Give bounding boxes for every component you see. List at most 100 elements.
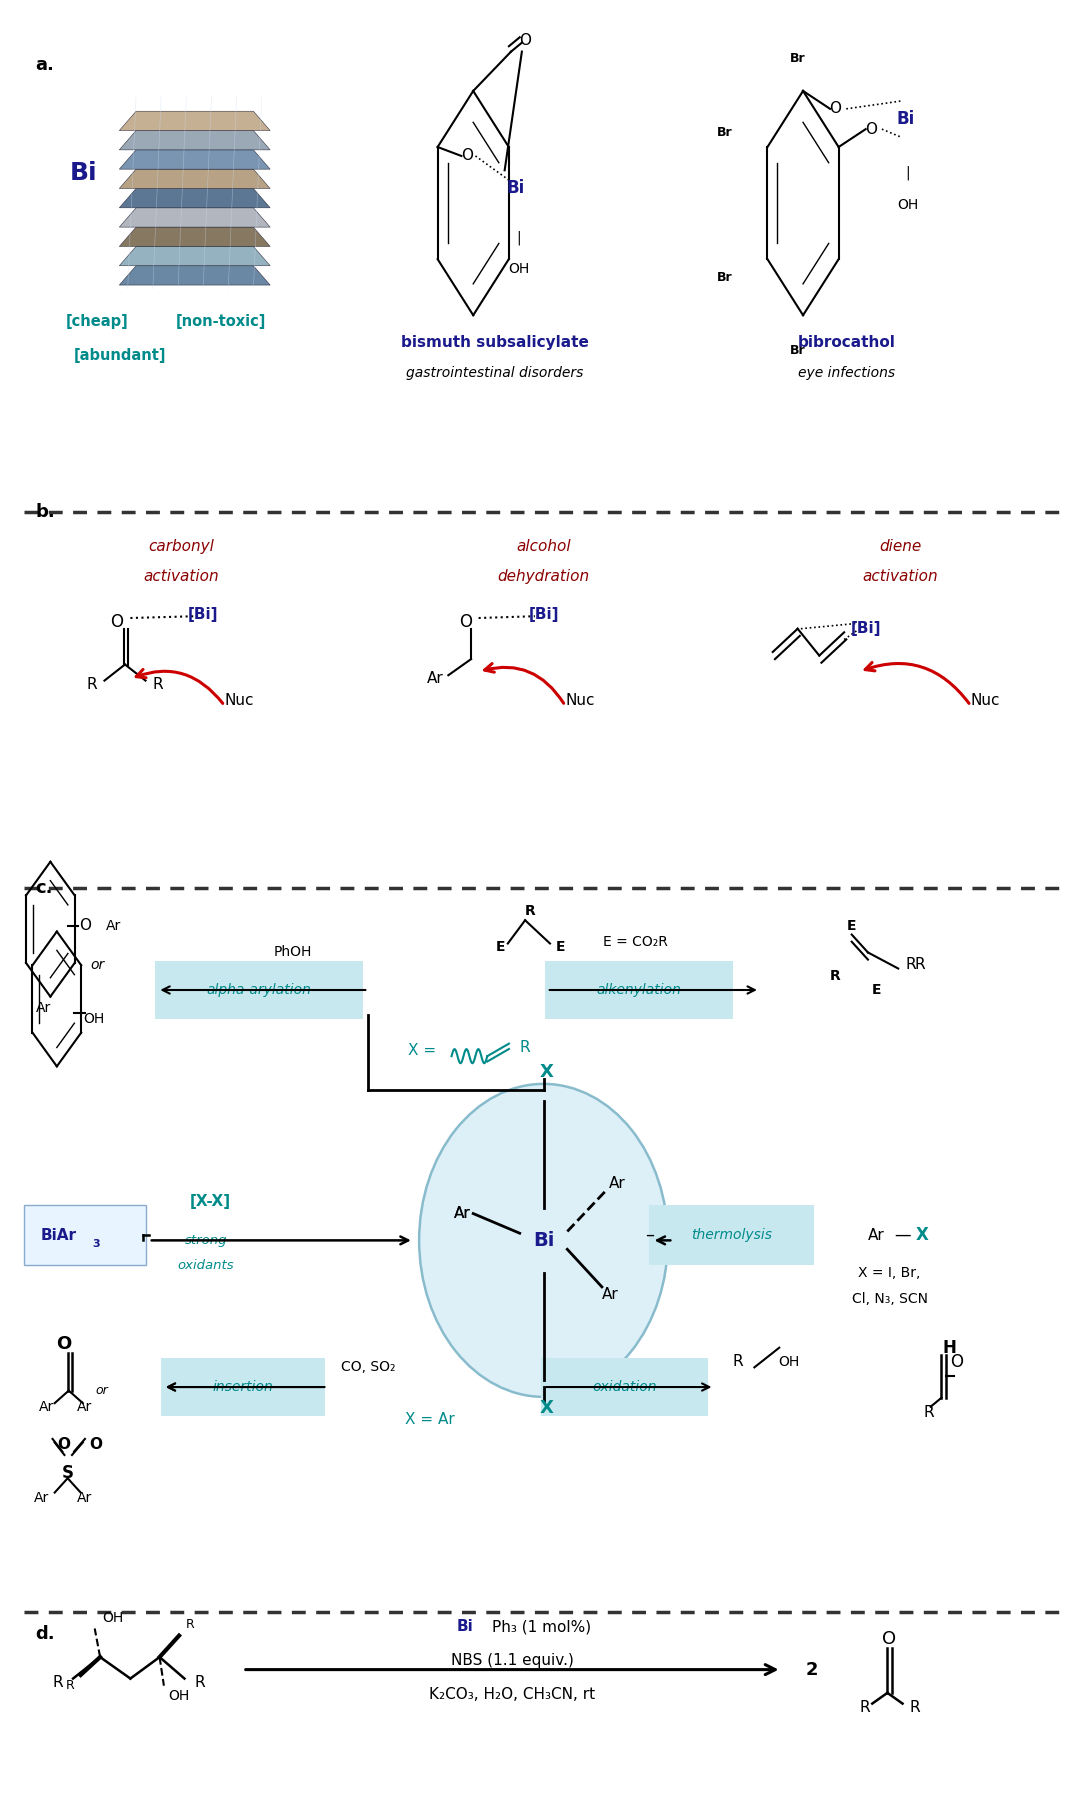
Text: CO, SO₂: CO, SO₂: [341, 1360, 396, 1374]
Text: K₂CO₃, H₂O, CH₃CN, rt: K₂CO₃, H₂O, CH₃CN, rt: [429, 1686, 596, 1703]
Text: diene: diene: [879, 538, 922, 554]
Text: Bi: Bi: [457, 1620, 474, 1634]
FancyBboxPatch shape: [545, 962, 733, 1019]
Text: bismuth subsalicylate: bismuth subsalicylate: [401, 335, 589, 350]
FancyBboxPatch shape: [155, 962, 363, 1019]
Text: Ar: Ar: [454, 1206, 471, 1222]
Text: thermolysis: thermolysis: [691, 1229, 772, 1241]
Text: Ar: Ar: [609, 1175, 625, 1191]
Text: O: O: [79, 919, 91, 933]
Text: R: R: [905, 958, 916, 972]
Text: O: O: [461, 149, 473, 163]
Text: oxidation: oxidation: [592, 1380, 657, 1394]
Text: Bi: Bi: [533, 1231, 554, 1250]
Text: –: –: [645, 1225, 654, 1243]
Text: carbonyl: carbonyl: [148, 538, 214, 554]
Text: [Bi]: [Bi]: [850, 621, 882, 637]
Text: OH: OH: [168, 1690, 189, 1704]
Text: d.: d.: [35, 1625, 54, 1643]
Text: Ar: Ar: [105, 919, 121, 933]
Text: OH: OH: [898, 197, 919, 212]
Text: 3: 3: [92, 1240, 100, 1249]
Text: insertion: insertion: [212, 1380, 273, 1394]
Text: a.: a.: [35, 56, 54, 74]
Text: [non-toxic]: [non-toxic]: [176, 314, 266, 328]
Text: H: H: [942, 1338, 955, 1356]
Text: PhOH: PhOH: [274, 945, 312, 960]
Text: 2: 2: [805, 1661, 817, 1679]
Text: bibrocathol: bibrocathol: [798, 335, 896, 350]
Text: BiAr: BiAr: [41, 1227, 77, 1243]
Text: E: E: [847, 919, 857, 933]
Text: E: E: [557, 940, 565, 954]
Text: eye infections: eye infections: [798, 366, 895, 380]
FancyBboxPatch shape: [541, 1358, 708, 1415]
Text: dehydration: dehydration: [498, 569, 589, 585]
Text: E: E: [496, 940, 505, 954]
Text: OH: OH: [102, 1611, 124, 1625]
Text: Ar: Ar: [869, 1227, 885, 1243]
Text: E = CO₂R: E = CO₂R: [603, 935, 667, 949]
Text: Bi: Bi: [70, 161, 98, 185]
FancyBboxPatch shape: [161, 1358, 325, 1415]
Text: O: O: [829, 100, 841, 117]
Text: R: R: [52, 1674, 63, 1690]
Text: R: R: [923, 1405, 934, 1419]
Text: [cheap]: [cheap]: [65, 314, 128, 328]
Text: R: R: [914, 958, 925, 972]
Text: NBS (1.1 equiv.): NBS (1.1 equiv.): [451, 1652, 574, 1668]
Text: O: O: [865, 122, 877, 136]
Text: [Bi]: [Bi]: [528, 606, 559, 623]
Text: X: X: [540, 1064, 553, 1082]
Text: alpha-arylation: alpha-arylation: [207, 983, 312, 997]
Text: O: O: [57, 1437, 70, 1451]
Text: R: R: [186, 1618, 195, 1631]
Text: or: or: [96, 1385, 109, 1398]
Text: X =: X =: [409, 1044, 437, 1058]
Text: activation: activation: [863, 569, 938, 585]
Text: Ar: Ar: [36, 1001, 51, 1015]
Text: O: O: [520, 34, 532, 48]
Text: R: R: [86, 676, 97, 692]
Text: OH: OH: [83, 1012, 104, 1026]
Text: Bi: Bi: [897, 109, 915, 127]
Text: —: —: [895, 1225, 911, 1243]
Text: Nuc: Nuc: [225, 692, 254, 709]
Text: R: R: [195, 1674, 205, 1690]
Text: X = Ar: X = Ar: [405, 1412, 454, 1426]
Text: R: R: [860, 1699, 870, 1715]
Text: Ar: Ar: [34, 1491, 49, 1505]
Text: Br: Br: [716, 126, 732, 140]
Text: Ar: Ar: [77, 1399, 92, 1414]
Text: gastrointestinal disorders: gastrointestinal disorders: [407, 366, 584, 380]
Text: R: R: [65, 1679, 74, 1692]
Text: R: R: [520, 1041, 530, 1055]
Text: alcohol: alcohol: [516, 538, 571, 554]
Text: Nuc: Nuc: [565, 692, 595, 709]
Text: O: O: [950, 1353, 963, 1371]
Text: R: R: [733, 1354, 744, 1369]
Text: [X-X]: [X-X]: [190, 1193, 230, 1209]
Text: E: E: [872, 983, 882, 997]
Text: alkenylation: alkenylation: [597, 983, 682, 997]
Text: |: |: [516, 231, 521, 246]
Text: b.: b.: [35, 504, 55, 522]
Text: Bi: Bi: [507, 179, 525, 197]
FancyBboxPatch shape: [649, 1204, 814, 1265]
Ellipse shape: [420, 1084, 667, 1398]
Text: R: R: [909, 1699, 920, 1715]
Text: OH: OH: [508, 262, 529, 276]
Text: Ar: Ar: [77, 1491, 92, 1505]
Text: activation: activation: [143, 569, 218, 585]
Text: oxidants: oxidants: [178, 1259, 235, 1272]
Text: O: O: [55, 1335, 71, 1353]
Text: Ar: Ar: [454, 1206, 471, 1222]
Text: |: |: [905, 165, 910, 179]
Text: R: R: [525, 904, 536, 919]
Text: or: or: [91, 958, 105, 972]
Text: S: S: [62, 1464, 74, 1482]
Text: O: O: [883, 1631, 897, 1649]
Text: X: X: [540, 1399, 553, 1417]
Text: O: O: [110, 612, 123, 630]
Text: Cl, N₃, SCN: Cl, N₃, SCN: [851, 1292, 927, 1306]
